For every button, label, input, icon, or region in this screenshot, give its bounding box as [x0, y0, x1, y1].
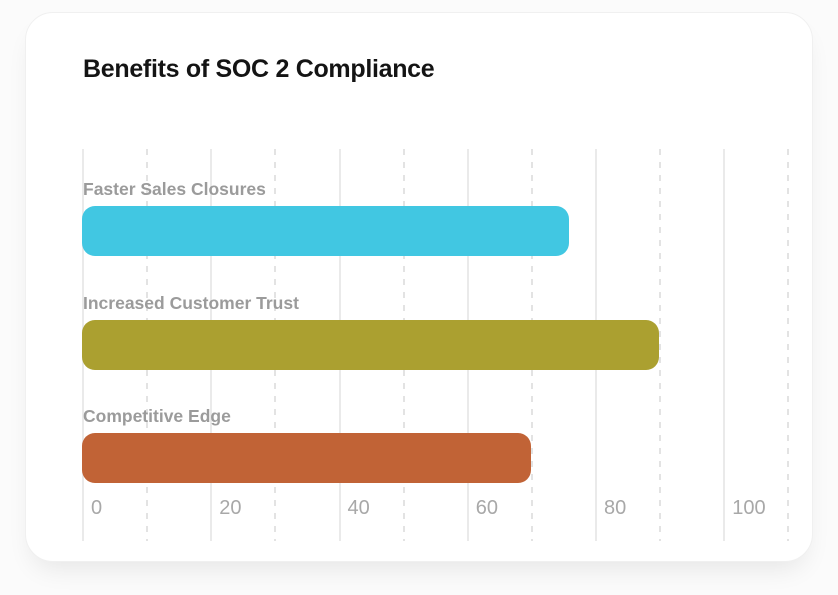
bar-competitive-edge [82, 433, 531, 483]
gridline-major-100 [723, 149, 726, 541]
bar-chart-plot: Faster Sales Closures Increased Customer … [82, 149, 801, 541]
bar-faster-sales-closures [82, 206, 570, 256]
x-axis-tick-label-100: 100 [732, 497, 766, 519]
x-axis-tick-label-40: 40 [347, 497, 370, 519]
chart-card: Benefits of SOC 2 Compliance Faster Sale… [25, 12, 813, 562]
x-axis-tick-label-0: 0 [91, 497, 103, 519]
gridline-minor-110 [787, 149, 790, 541]
bar-label-faster-sales-closures: Faster Sales Closures [83, 179, 266, 199]
x-axis-tick-label-80: 80 [604, 497, 627, 519]
x-axis-tick-label-60: 60 [475, 497, 498, 519]
chart-title: Benefits of SOC 2 Compliance [83, 55, 435, 83]
gridline-minor-90 [659, 149, 662, 541]
bar-label-competitive-edge: Competitive Edge [83, 406, 231, 426]
bar-label-increased-customer-trust: Increased Customer Trust [83, 292, 299, 313]
x-axis-tick-label-20: 20 [219, 497, 242, 519]
bar-increased-customer-trust [82, 319, 660, 370]
